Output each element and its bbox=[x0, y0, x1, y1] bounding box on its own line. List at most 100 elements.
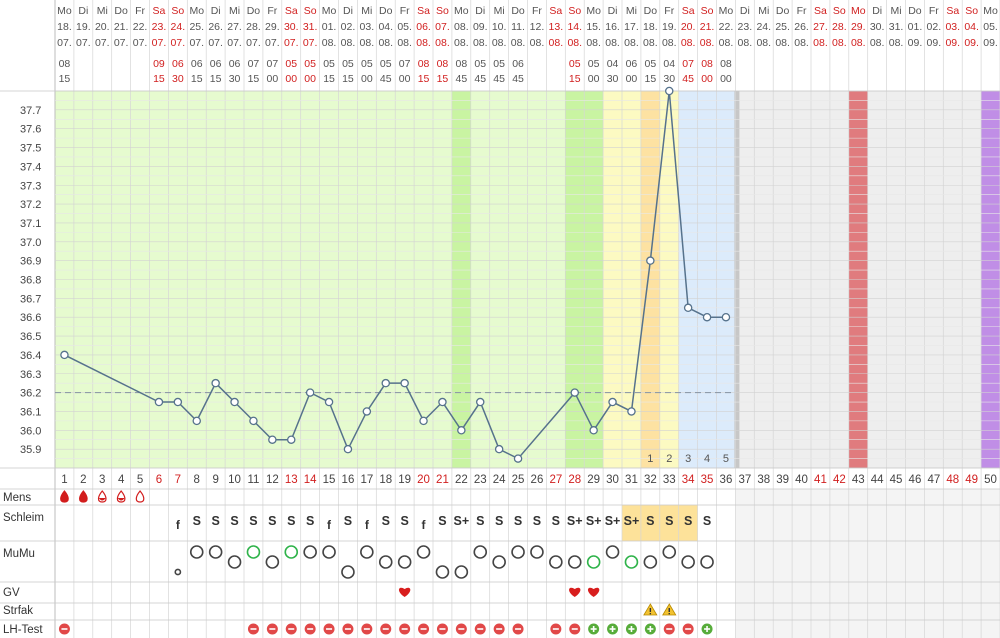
mucus-symbol[interactable]: S bbox=[552, 514, 560, 528]
blood-drop-icon[interactable] bbox=[79, 490, 88, 503]
cervix-circle[interactable] bbox=[378, 555, 393, 569]
temperature-point[interactable] bbox=[665, 86, 674, 96]
lh-negative-icon[interactable] bbox=[512, 623, 524, 635]
lh-positive-icon[interactable] bbox=[701, 623, 713, 635]
temperature-point[interactable] bbox=[494, 444, 504, 454]
cervix-circle[interactable] bbox=[700, 555, 714, 569]
temperature-point[interactable] bbox=[286, 435, 296, 444]
temperature-point[interactable] bbox=[230, 397, 239, 407]
lh-negative-icon[interactable] bbox=[455, 623, 467, 635]
lh-negative-icon[interactable] bbox=[266, 623, 278, 635]
temperature-point[interactable] bbox=[475, 397, 485, 407]
blood-drop-icon[interactable] bbox=[116, 490, 126, 503]
temperature-point[interactable] bbox=[249, 416, 258, 426]
temperature-point[interactable] bbox=[570, 388, 580, 397]
temperature-point[interactable] bbox=[381, 378, 390, 388]
cervix-circle[interactable] bbox=[341, 565, 355, 579]
lh-negative-icon[interactable] bbox=[569, 623, 581, 635]
cervix-circle[interactable] bbox=[174, 568, 182, 576]
lh-negative-icon[interactable] bbox=[58, 623, 70, 635]
lh-negative-icon[interactable] bbox=[682, 623, 694, 635]
cervix-circle[interactable] bbox=[492, 555, 506, 569]
cervix-circle[interactable] bbox=[454, 565, 469, 579]
lh-positive-icon[interactable] bbox=[644, 623, 656, 635]
mucus-symbol[interactable]: S bbox=[211, 514, 219, 528]
cervix-circle[interactable] bbox=[605, 545, 620, 559]
cervix-circle[interactable] bbox=[624, 555, 639, 569]
temperature-point[interactable] bbox=[627, 407, 636, 416]
lh-negative-icon[interactable] bbox=[323, 623, 335, 635]
temperature-point[interactable] bbox=[457, 426, 466, 435]
temperature-point[interactable] bbox=[400, 378, 409, 388]
heart-icon[interactable] bbox=[398, 587, 411, 597]
mucus-symbol[interactable]: S bbox=[249, 514, 257, 528]
mucus-symbol[interactable]: S bbox=[646, 514, 654, 528]
cervix-circle[interactable] bbox=[511, 545, 525, 559]
mucus-symbol[interactable]: S bbox=[400, 514, 408, 528]
cervix-circle[interactable] bbox=[284, 545, 299, 559]
temperature-point[interactable] bbox=[211, 378, 220, 388]
lh-negative-icon[interactable] bbox=[399, 623, 411, 635]
mucus-symbol[interactable]: S bbox=[438, 514, 446, 528]
cervix-circle[interactable] bbox=[227, 555, 242, 569]
temperature-point[interactable] bbox=[419, 416, 428, 426]
mucus-symbol[interactable]: S bbox=[344, 514, 352, 528]
temperature-point[interactable] bbox=[173, 397, 183, 407]
lh-positive-icon[interactable] bbox=[625, 623, 637, 635]
mucus-symbol[interactable]: f bbox=[422, 518, 427, 532]
cervix-circle[interactable] bbox=[586, 555, 601, 569]
cervix-circle[interactable] bbox=[416, 545, 431, 559]
cervix-circle[interactable] bbox=[681, 555, 695, 569]
lh-negative-icon[interactable] bbox=[418, 623, 430, 635]
temperature-point[interactable] bbox=[438, 397, 447, 407]
mucus-symbol[interactable]: S+ bbox=[624, 514, 640, 528]
temperature-point[interactable] bbox=[305, 388, 315, 397]
mucus-symbol[interactable]: S+ bbox=[567, 514, 583, 528]
cervix-circle[interactable] bbox=[435, 565, 450, 579]
temperature-point[interactable] bbox=[721, 312, 731, 322]
cervix-circle[interactable] bbox=[265, 555, 280, 569]
mucus-symbol[interactable]: S bbox=[382, 514, 390, 528]
warning-icon[interactable] bbox=[643, 603, 658, 616]
mucus-symbol[interactable]: S+ bbox=[605, 514, 621, 528]
temperature-point[interactable] bbox=[343, 444, 353, 454]
mucus-symbol[interactable]: S bbox=[533, 514, 541, 528]
mucus-symbol[interactable]: f bbox=[365, 518, 370, 532]
temperature-point[interactable] bbox=[362, 407, 372, 416]
blood-drop-icon[interactable] bbox=[97, 490, 107, 503]
lh-negative-icon[interactable] bbox=[550, 623, 562, 635]
temperature-point[interactable] bbox=[589, 426, 598, 435]
temperature-point[interactable] bbox=[192, 416, 201, 426]
mucus-symbol[interactable]: f bbox=[327, 518, 332, 532]
mucus-symbol[interactable]: S bbox=[703, 514, 711, 528]
cervix-circle[interactable] bbox=[189, 545, 204, 559]
mucus-symbol[interactable]: S bbox=[287, 514, 295, 528]
cervix-circle[interactable] bbox=[322, 545, 336, 559]
heart-icon[interactable] bbox=[587, 587, 600, 597]
mucus-symbol[interactable]: S+ bbox=[454, 514, 470, 528]
blood-drop-icon[interactable] bbox=[60, 490, 69, 503]
mucus-symbol[interactable]: S bbox=[665, 514, 673, 528]
cervix-circle[interactable] bbox=[643, 555, 658, 569]
mucus-symbol[interactable]: S bbox=[268, 514, 276, 528]
lh-negative-icon[interactable] bbox=[285, 623, 297, 635]
temperature-point[interactable] bbox=[324, 397, 334, 407]
temperature-point[interactable] bbox=[608, 397, 617, 407]
lh-negative-icon[interactable] bbox=[247, 623, 259, 635]
heart-icon[interactable] bbox=[569, 587, 581, 597]
cervix-circle[interactable] bbox=[662, 545, 677, 559]
mucus-symbol[interactable]: S bbox=[476, 514, 484, 528]
temperature-point[interactable] bbox=[683, 303, 693, 313]
lh-negative-icon[interactable] bbox=[493, 623, 505, 635]
cervix-circle[interactable] bbox=[246, 545, 261, 559]
lh-negative-icon[interactable] bbox=[474, 623, 486, 635]
temperature-point[interactable] bbox=[702, 312, 712, 322]
cervix-circle[interactable] bbox=[208, 545, 223, 559]
lh-negative-icon[interactable] bbox=[304, 623, 316, 635]
temperature-point[interactable] bbox=[60, 350, 69, 360]
lh-negative-icon[interactable] bbox=[436, 623, 448, 635]
mucus-symbol[interactable]: S bbox=[495, 514, 503, 528]
lh-negative-icon[interactable] bbox=[342, 623, 354, 635]
cervix-circle[interactable] bbox=[530, 545, 544, 559]
temperature-point[interactable] bbox=[268, 435, 277, 444]
